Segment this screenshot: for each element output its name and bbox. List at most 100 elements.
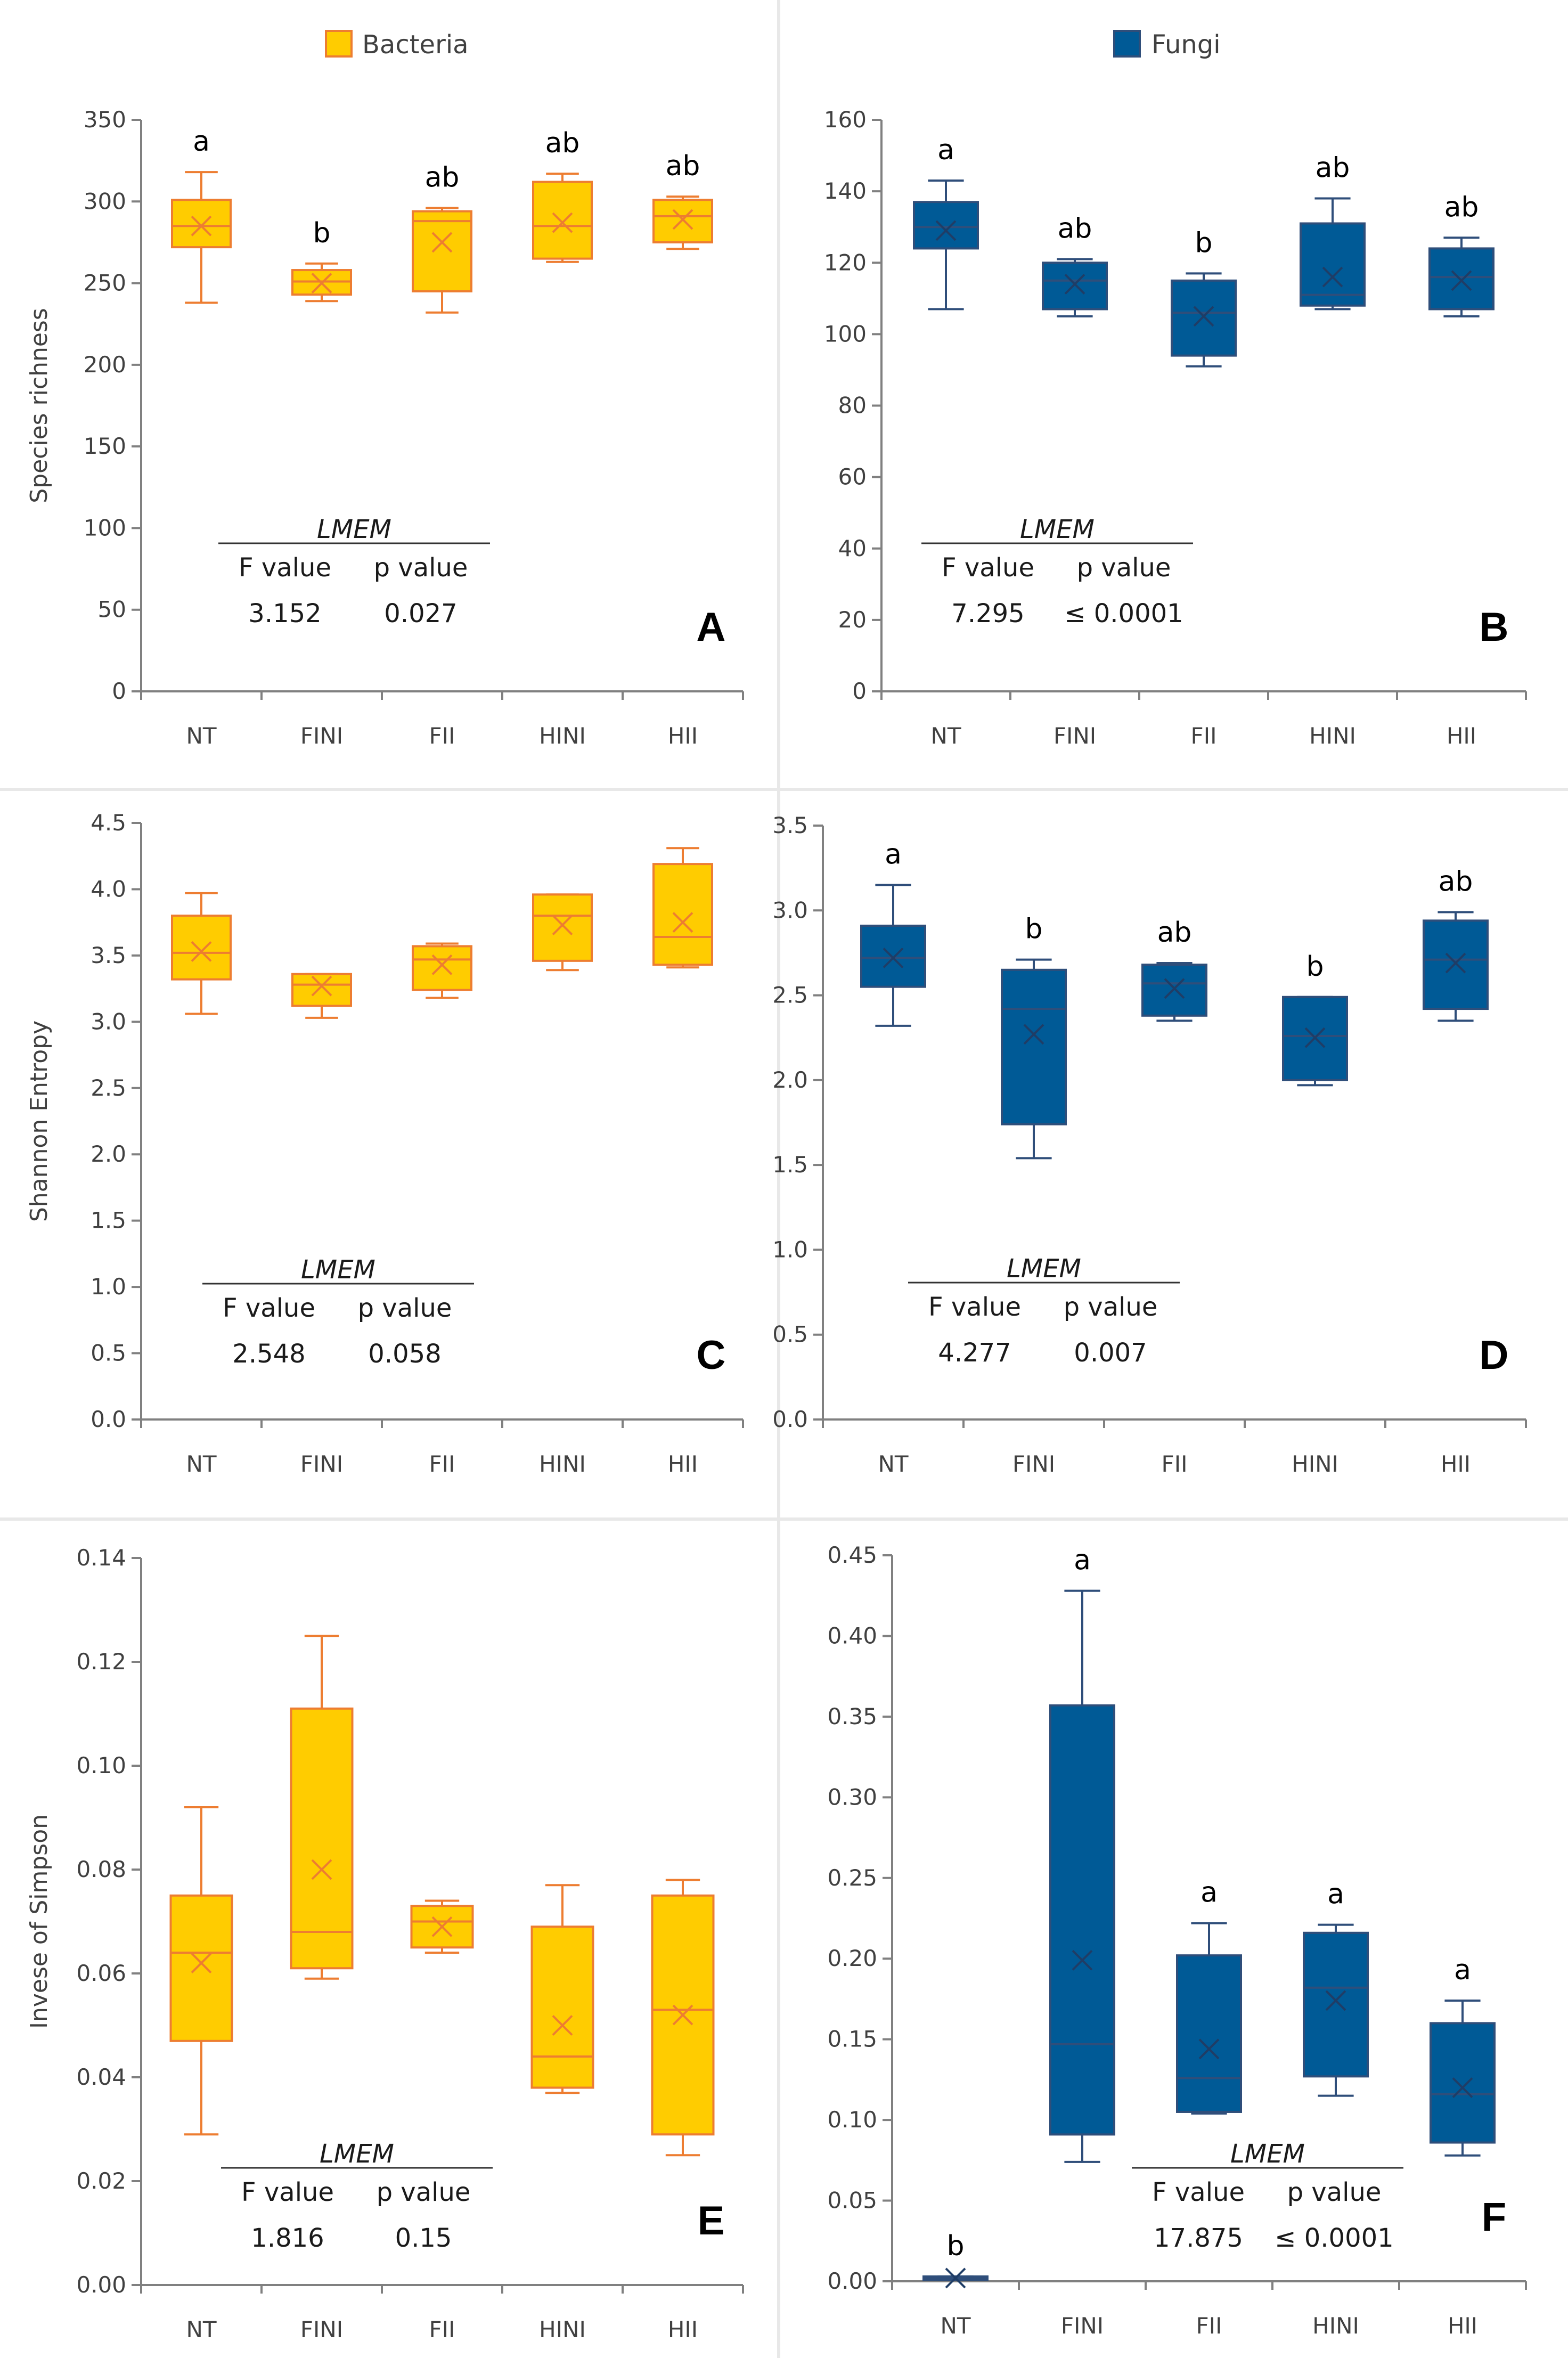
mean-stroke <box>945 2267 966 2289</box>
y-tick-label: 0.05 <box>827 2188 877 2214</box>
panel-a: 0 50 100 150 200 250 300 350 NT FINI FII HINI HII Spe… <box>26 107 744 749</box>
lmem-title: LMEM <box>317 515 391 544</box>
mean-stroke <box>883 948 904 968</box>
p-value-label: p value <box>374 553 468 583</box>
significance-letter: a <box>1074 1545 1091 1577</box>
f-value: 4.277 <box>938 1338 1011 1368</box>
iqr-box <box>913 201 979 250</box>
iqr-box <box>1300 222 1366 307</box>
mean-stroke <box>672 912 693 933</box>
mean-stroke <box>552 2015 573 2036</box>
iqr-box <box>1430 2022 1496 2144</box>
x-tick-label: HINI <box>539 2316 586 2343</box>
y-tick-label: 1.0 <box>772 1236 808 1262</box>
box-fii: b <box>1171 227 1237 368</box>
box-nt: a <box>171 126 232 304</box>
significance-letter: b <box>946 2230 964 2262</box>
legend-item-fungi: Fungi <box>1113 30 1221 60</box>
y-tick-label: 160 <box>824 107 867 133</box>
f-value: 3.152 <box>248 599 321 629</box>
box-hini <box>532 893 593 972</box>
p-value-label: p value <box>1077 553 1171 583</box>
mean-stroke <box>1064 274 1085 295</box>
x-tick-label: FII <box>1191 723 1217 749</box>
x-tick-label: FINI <box>300 723 343 749</box>
mean-stroke <box>935 220 957 241</box>
box-fii <box>410 1899 474 1954</box>
x-tick-label: FII <box>429 723 455 749</box>
y-tick-label: 0.0 <box>91 1406 126 1432</box>
x-tick-label: HINI <box>1292 1451 1338 1477</box>
x-tick-label: HII <box>668 2316 698 2343</box>
mean-marker <box>1322 266 1343 288</box>
x-tick-label: NT <box>940 2313 970 2339</box>
y-tick-label: 0 <box>852 678 867 704</box>
y-tick-label: 0.40 <box>827 1622 877 1649</box>
p-value: 0.15 <box>395 2223 452 2253</box>
box-nt: a <box>913 134 979 311</box>
lmem-title: LMEM <box>1020 515 1095 544</box>
mean-stroke <box>311 975 332 997</box>
x-tick-label: HII <box>668 1451 698 1477</box>
mean-marker <box>1064 274 1085 295</box>
iqr-box <box>171 199 232 249</box>
iqr-box <box>1141 964 1207 1017</box>
mean-marker <box>311 273 332 293</box>
y-tick-label: 50 <box>98 597 126 623</box>
f-value-label: F value <box>1152 2177 1245 2207</box>
lmem-stats: LMEM F value p value 1.816 0.15 <box>221 2139 493 2253</box>
p-value-label: p value <box>1064 1292 1158 1322</box>
panel-letter: C <box>697 1333 726 1378</box>
y-tick-label: 0.35 <box>827 1703 877 1729</box>
y-tick-label: 0.04 <box>76 2064 126 2090</box>
y-tick-label: 150 <box>84 433 126 459</box>
box-hii: a <box>1430 1954 1496 2157</box>
panel-d: 0.0 0.5 1.0 1.5 2.0 2.5 3.0 3.5 NT FINI FII HINI HII… <box>772 812 1527 1477</box>
box-hii: ab <box>1428 191 1494 317</box>
mean-stroke <box>191 215 212 236</box>
y-tick-label: 0.00 <box>827 2268 877 2294</box>
significance-letter: a <box>1200 1877 1218 1909</box>
y-tick-label: 0.06 <box>76 1960 126 1986</box>
box-nt <box>169 1806 233 2136</box>
significance-letter: a <box>885 839 902 871</box>
y-tick-label: 0.25 <box>827 1865 877 1891</box>
mean-marker <box>191 1953 212 1973</box>
mean-stroke <box>431 232 453 253</box>
y-tick-label: 0.5 <box>772 1321 808 1348</box>
f-value: 7.295 <box>951 599 1024 629</box>
box-hii: ab <box>1423 866 1489 1022</box>
box-hii <box>652 847 713 969</box>
iqr-box <box>291 973 352 1007</box>
y-axis-label: Shannon Entropy <box>26 1021 53 1222</box>
x-tick-label: HII <box>1448 2313 1477 2339</box>
panel-e: 0.00 0.02 0.04 0.06 0.08 0.10 0.12 0.14 NT FINI FI… <box>26 1545 744 2343</box>
y-tick-label: 1.5 <box>772 1152 808 1178</box>
box-fii <box>412 942 472 999</box>
mean-marker <box>431 232 453 253</box>
p-value-label: p value <box>358 1293 452 1323</box>
box-fini: b <box>1001 913 1067 1160</box>
mean-stroke <box>1452 2077 1473 2098</box>
significance-letter: b <box>1306 951 1324 983</box>
f-value-label: F value <box>942 553 1034 583</box>
iqr-box <box>412 210 472 292</box>
mean-marker <box>552 2015 573 2036</box>
y-tick-label: 300 <box>84 188 126 214</box>
y-tick-label: 0.12 <box>76 1649 126 1675</box>
lmem-title: LMEM <box>1007 1254 1081 1284</box>
p-value: 0.058 <box>368 1339 441 1369</box>
iqr-box <box>860 924 926 988</box>
panel-c: 0.0 0.5 1.0 1.5 2.0 2.5 3.0 3.5 4.0 4.5 NT FINI FII H… <box>26 810 744 1477</box>
legend: Bacteria Fungi <box>325 30 1221 60</box>
box-nt: b <box>922 2230 989 2289</box>
x-tick-label: HINI <box>539 723 586 749</box>
y-tick-label: 60 <box>838 464 867 490</box>
legend-item-bacteria: Bacteria <box>325 30 469 60</box>
x-tick-label: HINI <box>1312 2313 1359 2339</box>
y-tick-label: 0.20 <box>827 1945 877 1971</box>
y-tick-label: 100 <box>84 515 126 541</box>
x-tick-label: FINI <box>300 2316 343 2343</box>
significance-letter: ab <box>1444 191 1479 223</box>
